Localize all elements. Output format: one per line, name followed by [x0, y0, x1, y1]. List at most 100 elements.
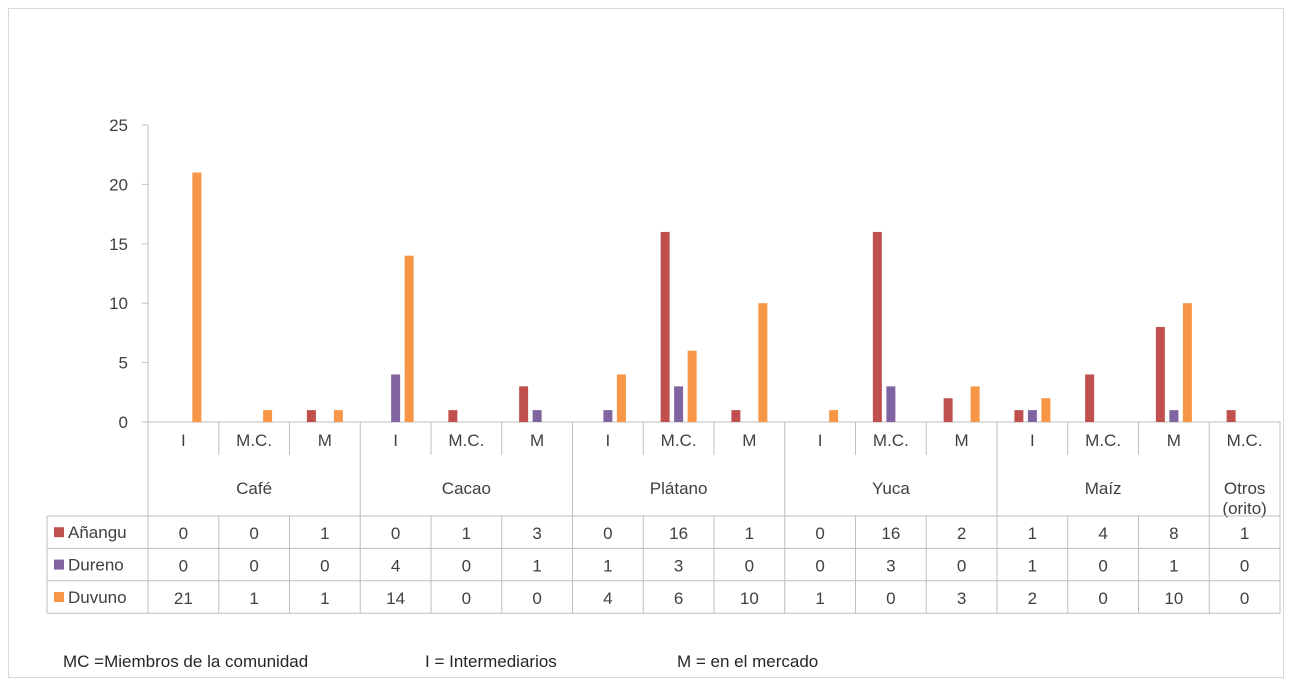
- data-label: 0: [815, 557, 824, 576]
- bar-aangu-5: [519, 386, 529, 422]
- bar-duvuno-1: [263, 410, 273, 422]
- data-label: 1: [462, 524, 471, 543]
- data-label: 0: [249, 557, 258, 576]
- x-group-label: Otros: [1224, 479, 1266, 498]
- bar-duvuno-3: [404, 255, 414, 422]
- data-label: 3: [886, 557, 895, 576]
- bar-duvuno-9: [829, 410, 839, 422]
- x-sub-label: M.C.: [448, 431, 484, 450]
- x-sub-label: I: [1030, 431, 1035, 450]
- data-label: 0: [320, 557, 329, 576]
- bar-duvuno-11: [970, 386, 980, 422]
- data-label: 3: [532, 524, 541, 543]
- bar-aangu-4: [448, 410, 458, 422]
- data-label: 4: [391, 557, 400, 576]
- data-label: 0: [886, 589, 895, 608]
- data-label: 1: [320, 524, 329, 543]
- legend-key-dureno: [54, 559, 64, 570]
- bar-duvuno-12: [1041, 398, 1051, 422]
- bar-aangu-7: [660, 231, 670, 422]
- bar-duvuno-2: [333, 410, 343, 422]
- data-label: 0: [1098, 589, 1107, 608]
- bar-aangu-11: [943, 398, 953, 422]
- bar-aangu-8: [731, 410, 741, 422]
- data-label: 0: [179, 557, 188, 576]
- bar-aangu-10: [872, 231, 882, 422]
- bar-duvuno-7: [687, 350, 697, 422]
- data-label: 1: [745, 524, 754, 543]
- x-sub-label: I: [818, 431, 823, 450]
- data-label: 1: [603, 557, 612, 576]
- x-group-label: (orito): [1222, 499, 1266, 518]
- data-label: 2: [957, 524, 966, 543]
- x-group-label: Yuca: [872, 479, 910, 498]
- data-label: 14: [386, 589, 405, 608]
- data-label: 0: [1098, 557, 1107, 576]
- data-label: 0: [1240, 557, 1249, 576]
- bar-dureno-12: [1027, 410, 1037, 422]
- data-label: 10: [740, 589, 759, 608]
- bar-dureno-3: [391, 374, 401, 422]
- x-group-label: Maíz: [1085, 479, 1122, 498]
- data-label: 8: [1169, 524, 1178, 543]
- data-label: 10: [1164, 589, 1183, 608]
- x-group-label: Plátano: [650, 479, 708, 498]
- x-sub-label: M: [318, 431, 332, 450]
- bar-dureno-10: [886, 386, 896, 422]
- bar-aangu-14: [1155, 326, 1165, 422]
- data-label: 3: [957, 589, 966, 608]
- data-label: 0: [462, 589, 471, 608]
- bar-duvuno-0: [192, 172, 202, 422]
- chart-frame: [8, 8, 1284, 678]
- legend-key-duvuno: [54, 592, 64, 602]
- x-sub-label: M: [530, 431, 544, 450]
- x-sub-label: I: [181, 431, 186, 450]
- data-label: 0: [462, 557, 471, 576]
- x-sub-label: I: [393, 431, 398, 450]
- x-sub-label: M.C.: [873, 431, 909, 450]
- y-tick-label: 0: [119, 413, 128, 432]
- data-label: 21: [174, 589, 193, 608]
- bar-aangu-2: [306, 410, 316, 422]
- bar-dureno-7: [674, 386, 684, 422]
- bar-duvuno-6: [616, 374, 626, 422]
- y-tick-label: 25: [109, 116, 128, 135]
- data-label: 1: [1028, 557, 1037, 576]
- legend-key-aangu: [54, 527, 64, 538]
- x-sub-label: M.C.: [661, 431, 697, 450]
- y-tick-label: 15: [109, 235, 128, 254]
- data-label: 1: [815, 589, 824, 608]
- data-label: 1: [1169, 557, 1178, 576]
- x-sub-label: M: [1167, 431, 1181, 450]
- data-label: 1: [249, 589, 258, 608]
- x-sub-label: M: [742, 431, 756, 450]
- data-label: 1: [532, 557, 541, 576]
- bar-aangu-12: [1014, 410, 1024, 422]
- y-tick-label: 5: [119, 354, 128, 373]
- data-label: 16: [669, 524, 688, 543]
- data-label: 0: [249, 524, 258, 543]
- data-label: 0: [745, 557, 754, 576]
- data-label: 0: [815, 524, 824, 543]
- data-label: 6: [674, 589, 683, 608]
- data-label: 3: [674, 557, 683, 576]
- data-label: 0: [391, 524, 400, 543]
- legend-label: Añangu: [68, 523, 127, 542]
- footnote-m: M = en el mercado: [677, 652, 819, 671]
- bar-dureno-6: [603, 410, 613, 422]
- x-sub-label: M.C.: [1085, 431, 1121, 450]
- bar-dureno-14: [1169, 410, 1179, 422]
- data-label: 0: [179, 524, 188, 543]
- x-sub-label: M.C.: [1227, 431, 1263, 450]
- data-label: 0: [603, 524, 612, 543]
- data-label: 2: [1028, 589, 1037, 608]
- x-sub-label: M: [955, 431, 969, 450]
- legend-label: Duvuno: [68, 588, 127, 607]
- data-label: 4: [603, 589, 612, 608]
- x-sub-label: M.C.: [236, 431, 272, 450]
- data-label: 0: [1240, 589, 1249, 608]
- legend-label: Dureno: [68, 556, 124, 575]
- bar-duvuno-14: [1182, 303, 1192, 422]
- footnote-mc: MC =Miembros de la comunidad: [63, 652, 309, 671]
